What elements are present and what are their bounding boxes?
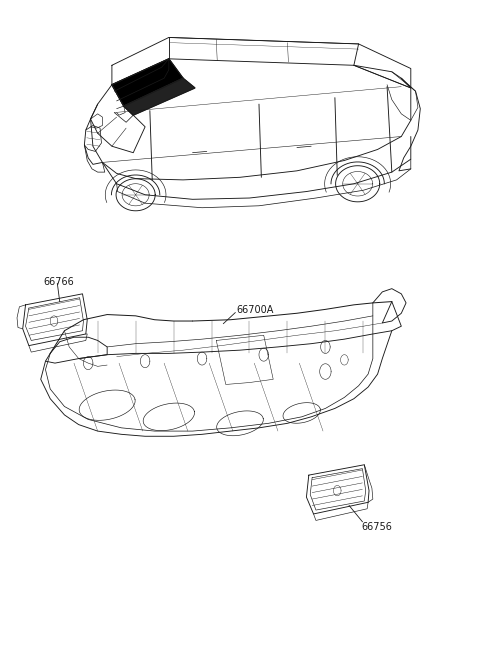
Text: 66700A: 66700A [237, 305, 274, 315]
Polygon shape [112, 59, 183, 106]
Polygon shape [124, 78, 195, 115]
Text: 66756: 66756 [361, 522, 392, 532]
Text: 66766: 66766 [43, 277, 74, 287]
